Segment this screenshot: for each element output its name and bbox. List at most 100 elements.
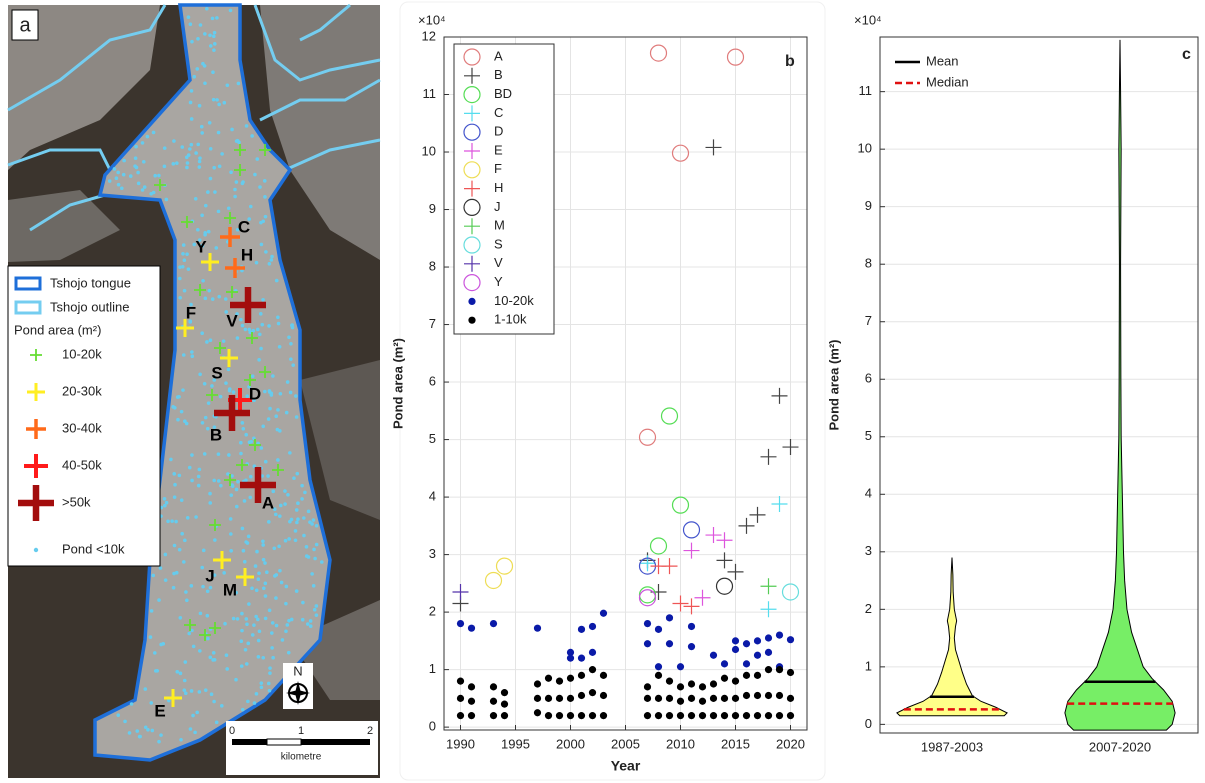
plus-marker bbox=[706, 139, 722, 155]
pond-dot bbox=[215, 721, 219, 725]
dot-marker bbox=[677, 712, 684, 719]
pond-dot bbox=[264, 215, 268, 219]
pond-dot bbox=[129, 174, 133, 178]
pond-dot bbox=[200, 131, 204, 135]
pond-dot bbox=[196, 143, 200, 147]
pond-dot bbox=[185, 166, 189, 170]
dot-marker bbox=[490, 712, 497, 719]
pond-dot bbox=[116, 171, 120, 175]
legend-label: M bbox=[494, 218, 505, 233]
dot-marker bbox=[490, 620, 497, 627]
pond-dot bbox=[203, 32, 207, 36]
dot-marker bbox=[688, 623, 695, 630]
dot-marker bbox=[468, 625, 475, 632]
dot-marker bbox=[600, 610, 607, 617]
pond-dot bbox=[151, 729, 155, 733]
dot-marker bbox=[644, 683, 651, 690]
pond-dot bbox=[270, 391, 274, 395]
pond-dot bbox=[213, 190, 217, 194]
pond-dot bbox=[315, 543, 319, 547]
legend-label: 40-50k bbox=[62, 457, 102, 472]
dot-marker bbox=[644, 640, 651, 647]
pond-dot bbox=[180, 498, 184, 502]
pond-dot bbox=[244, 648, 248, 652]
pond-dot bbox=[255, 261, 259, 265]
y-tick-label: 8 bbox=[429, 258, 436, 273]
pond-dot bbox=[254, 564, 258, 568]
circle-marker bbox=[651, 538, 667, 554]
dot-marker bbox=[765, 712, 772, 719]
pond-dot bbox=[212, 48, 216, 52]
pond-dot bbox=[235, 505, 239, 509]
pond-dot bbox=[163, 497, 167, 501]
dot-marker bbox=[765, 692, 772, 699]
pond-dot bbox=[211, 658, 215, 662]
pond-dot bbox=[257, 571, 261, 575]
pond-dot bbox=[263, 195, 267, 199]
y-tick-label: 7 bbox=[865, 313, 872, 328]
pond-dot bbox=[212, 651, 216, 655]
pond-dot bbox=[237, 82, 241, 86]
pond-dot bbox=[190, 89, 194, 93]
pond-dot bbox=[159, 566, 163, 570]
pond-dot bbox=[130, 702, 134, 706]
pond-dot bbox=[161, 642, 165, 646]
dot-marker bbox=[556, 678, 563, 685]
pond-dot bbox=[250, 586, 254, 590]
dot-marker bbox=[578, 692, 585, 699]
pond-dot bbox=[215, 98, 219, 102]
dot-marker bbox=[490, 698, 497, 705]
pond-dot bbox=[259, 312, 263, 316]
pond-dot bbox=[278, 345, 282, 349]
legend-label: 10-20k bbox=[494, 293, 534, 308]
pond-dot bbox=[239, 441, 243, 445]
pond-dot bbox=[217, 295, 221, 299]
pond-dot bbox=[294, 394, 298, 398]
pond-dot bbox=[217, 131, 221, 135]
violin bbox=[897, 558, 1007, 716]
pond-dot bbox=[187, 632, 191, 636]
pond-dot bbox=[242, 549, 246, 553]
dot-marker bbox=[666, 712, 673, 719]
dot-marker bbox=[556, 712, 563, 719]
pond-dot bbox=[172, 139, 176, 143]
pond-dot bbox=[146, 728, 150, 732]
pond-dot bbox=[187, 15, 191, 19]
y-tick-label: 1 bbox=[865, 658, 872, 673]
pond-dot bbox=[295, 589, 299, 593]
dot-marker bbox=[732, 637, 739, 644]
legend-label: Median bbox=[926, 74, 969, 89]
y-tick-label: 5 bbox=[865, 428, 872, 443]
x-tick-label: 1987-2003 bbox=[921, 739, 983, 754]
pond-dot bbox=[179, 672, 183, 676]
pond-dot bbox=[186, 161, 190, 165]
pond-dot bbox=[185, 422, 189, 426]
pond-dot bbox=[200, 566, 204, 570]
pond-dot bbox=[136, 171, 140, 175]
pond-dot bbox=[206, 614, 210, 618]
pond-dot bbox=[260, 243, 264, 247]
pond-dot bbox=[190, 40, 194, 44]
dot-marker bbox=[655, 672, 662, 679]
dot-marker bbox=[754, 712, 761, 719]
pond-dot bbox=[180, 145, 184, 149]
dot-marker bbox=[677, 698, 684, 705]
dot-marker bbox=[710, 695, 717, 702]
dot-marker bbox=[578, 712, 585, 719]
pond-dot bbox=[257, 655, 261, 659]
axis-multiplier: ×10⁴ bbox=[418, 12, 446, 27]
dot-marker bbox=[688, 712, 695, 719]
panel-label: c bbox=[1182, 46, 1191, 63]
pond-dot bbox=[305, 545, 309, 549]
legend-label: D bbox=[494, 124, 503, 139]
dot-marker bbox=[644, 712, 651, 719]
legend-label: 10-20k bbox=[62, 346, 102, 361]
pond-dot bbox=[189, 727, 193, 731]
x-tick-label: 2007-2020 bbox=[1089, 739, 1151, 754]
pond-dot bbox=[312, 518, 316, 522]
pond-dot bbox=[224, 381, 228, 385]
pond-dot bbox=[263, 561, 267, 565]
pond-dot bbox=[243, 560, 247, 564]
plus-marker bbox=[783, 439, 799, 455]
pond-dot bbox=[260, 323, 264, 327]
